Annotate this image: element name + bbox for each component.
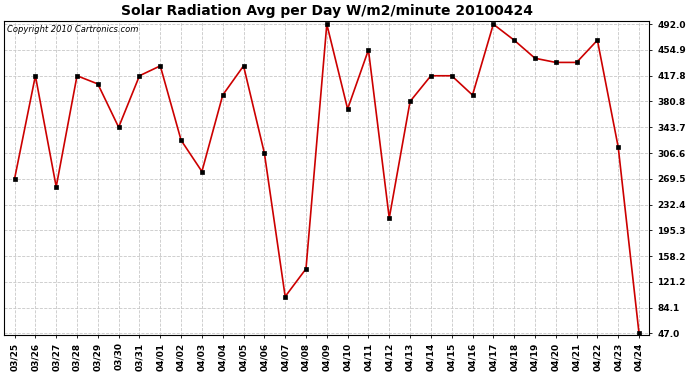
Title: Solar Radiation Avg per Day W/m2/minute 20100424: Solar Radiation Avg per Day W/m2/minute … bbox=[121, 4, 533, 18]
Text: Copyright 2010 Cartronics.com: Copyright 2010 Cartronics.com bbox=[8, 26, 139, 34]
